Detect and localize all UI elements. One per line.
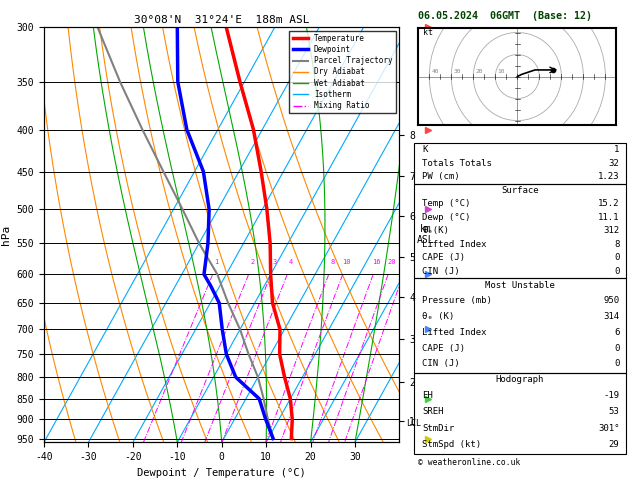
Text: CAPE (J): CAPE (J) — [422, 253, 465, 262]
Text: 8: 8 — [330, 260, 334, 265]
Text: kt: kt — [423, 28, 433, 37]
Text: Most Unstable: Most Unstable — [485, 280, 555, 290]
Text: 10: 10 — [342, 260, 350, 265]
Text: CIN (J): CIN (J) — [422, 267, 460, 276]
Text: 53: 53 — [609, 407, 620, 417]
Text: Surface: Surface — [501, 186, 538, 195]
Text: 0: 0 — [614, 344, 620, 352]
Text: 1: 1 — [614, 145, 620, 155]
Text: 0: 0 — [614, 253, 620, 262]
Legend: Temperature, Dewpoint, Parcel Trajectory, Dry Adiabat, Wet Adiabat, Isotherm, Mi: Temperature, Dewpoint, Parcel Trajectory… — [289, 31, 396, 113]
Text: 10: 10 — [498, 69, 505, 74]
Text: © weatheronline.co.uk: © weatheronline.co.uk — [418, 458, 520, 467]
Y-axis label: km
ASL: km ASL — [417, 224, 435, 245]
Text: 11.1: 11.1 — [598, 213, 620, 222]
Text: -19: -19 — [603, 391, 620, 400]
Text: 0: 0 — [614, 359, 620, 368]
X-axis label: Dewpoint / Temperature (°C): Dewpoint / Temperature (°C) — [137, 468, 306, 478]
Text: 2: 2 — [250, 260, 254, 265]
Text: Temp (°C): Temp (°C) — [422, 199, 470, 208]
Text: 3: 3 — [272, 260, 277, 265]
Text: 29: 29 — [609, 440, 620, 449]
Text: CIN (J): CIN (J) — [422, 359, 460, 368]
Text: θₑ (K): θₑ (K) — [422, 312, 455, 321]
Text: 15.2: 15.2 — [598, 199, 620, 208]
Text: 16: 16 — [372, 260, 381, 265]
Text: 8: 8 — [614, 240, 620, 249]
Text: 314: 314 — [603, 312, 620, 321]
Text: CAPE (J): CAPE (J) — [422, 344, 465, 352]
Text: K: K — [422, 145, 428, 155]
Text: StmDir: StmDir — [422, 424, 455, 433]
Bar — [414, 184, 626, 278]
Y-axis label: hPa: hPa — [1, 225, 11, 244]
Text: Dewp (°C): Dewp (°C) — [422, 213, 470, 222]
Text: SREH: SREH — [422, 407, 444, 417]
Text: EH: EH — [422, 391, 433, 400]
Text: 32: 32 — [609, 159, 620, 168]
Bar — [414, 278, 626, 373]
Text: 950: 950 — [603, 296, 620, 305]
Text: PW (cm): PW (cm) — [422, 173, 460, 181]
Bar — [414, 373, 626, 453]
Text: Totals Totals: Totals Totals — [422, 159, 493, 168]
Text: 312: 312 — [603, 226, 620, 235]
Text: 06.05.2024  06GMT  (Base: 12): 06.05.2024 06GMT (Base: 12) — [418, 11, 593, 21]
Text: Lifted Index: Lifted Index — [422, 328, 487, 337]
Text: 40: 40 — [431, 69, 439, 74]
Text: StmSpd (kt): StmSpd (kt) — [422, 440, 481, 449]
Text: θₑ(K): θₑ(K) — [422, 226, 449, 235]
Text: 6: 6 — [614, 328, 620, 337]
Text: 30: 30 — [454, 69, 461, 74]
Text: 301°: 301° — [598, 424, 620, 433]
Text: 4: 4 — [289, 260, 293, 265]
Text: 20: 20 — [387, 260, 396, 265]
Text: LCL: LCL — [406, 419, 421, 429]
Text: 1.23: 1.23 — [598, 173, 620, 181]
Bar — [414, 143, 626, 184]
Text: 1: 1 — [214, 260, 218, 265]
Text: 20: 20 — [476, 69, 483, 74]
Text: 0: 0 — [614, 267, 620, 276]
Text: Hodograph: Hodograph — [496, 375, 544, 384]
Title: 30°08'N  31°24'E  188m ASL: 30°08'N 31°24'E 188m ASL — [134, 15, 309, 25]
Text: Pressure (mb): Pressure (mb) — [422, 296, 493, 305]
Text: Lifted Index: Lifted Index — [422, 240, 487, 249]
